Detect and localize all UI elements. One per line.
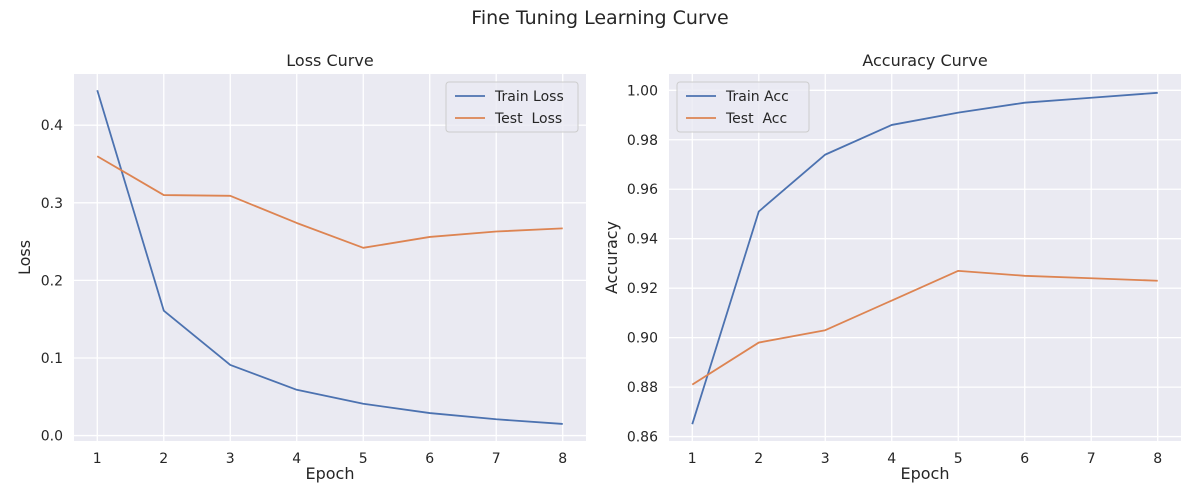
y-tick-label: 0.96 [627,182,658,198]
y-tick-label: 0.0 [41,429,63,445]
y-tick-label: 0.4 [41,118,63,134]
x-tick-label: 7 [492,451,501,467]
subplot-1: 1 2 3 4 5 6 7 8 0.0 0.1 0.2 0.3 0.4 Loss Curve Epoch Lo… [15,51,586,483]
y-tick-label: 0.2 [41,273,63,289]
x-tick-label: 3 [226,451,235,467]
x-tick-label: 8 [558,451,567,467]
series-line-1 [96,90,563,425]
y-tick-label: 0.1 [41,351,63,367]
x-tick-label: 4 [292,451,301,467]
legend-label: Test Acc [725,111,787,127]
y-tick-label: 0.92 [627,281,658,297]
plot-area [74,74,586,441]
figure-title: Fine Tuning Learning Curve [471,7,728,29]
y-tick-label: 0.98 [627,133,658,149]
x-axis-label: Epoch [901,464,950,483]
y-axis-label: Accuracy [602,221,621,294]
subplot-title: Accuracy Curve [862,51,987,70]
y-tick-label: 1.00 [627,83,658,99]
x-tick-label: 1 [688,451,697,467]
x-tick-label: 3 [821,451,830,467]
series-line-2 [96,155,563,249]
x-tick-label: 6 [425,451,434,467]
x-tick-label: 7 [1087,451,1096,467]
x-axis-label: Epoch [306,464,355,483]
y-tick-label: 0.3 [41,196,63,212]
legend-label: Train Acc [725,89,789,105]
x-tick-label: 2 [754,451,763,467]
y-tick-label: 0.94 [627,232,658,248]
x-tick-label: 1 [93,451,102,467]
legend-box [676,81,810,133]
legend-label: Test Loss [494,111,562,127]
y-tick-label: 0.90 [627,331,658,347]
y-axis-label: Loss [15,240,34,275]
legend: Train Acc Test Acc [676,81,810,133]
x-tick-label: 2 [159,451,168,467]
x-tick-label: 8 [1153,451,1162,467]
series-line-2 [691,269,1158,386]
x-tick-label: 5 [954,451,963,467]
y-tick-label: 0.88 [627,380,658,396]
legend: Train Loss Test Loss [445,81,579,133]
y-tick-label: 0.86 [627,430,658,446]
x-tick-label: 5 [359,451,368,467]
legend-box [445,81,579,133]
series-line-1 [691,91,1158,425]
subplot-title: Loss Curve [286,51,373,70]
subplot-2: 1 2 3 4 5 6 7 8 0.86 0.88 0.90 0.92 0.94 0.96 0.98 1.00… [602,51,1181,483]
legend-label: Train Loss [494,89,564,105]
x-tick-label: 6 [1020,451,1029,467]
x-tick-label: 4 [887,451,896,467]
plot-area [669,74,1181,441]
